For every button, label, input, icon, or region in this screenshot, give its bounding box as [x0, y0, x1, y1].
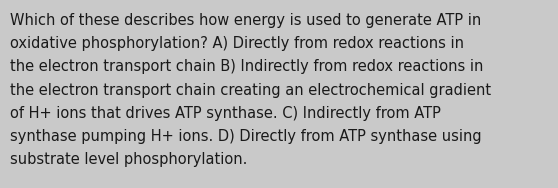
Text: oxidative phosphorylation? A) Directly from redox reactions in: oxidative phosphorylation? A) Directly f…	[10, 36, 464, 51]
Text: synthase pumping H+ ions. D) Directly from ATP synthase using: synthase pumping H+ ions. D) Directly fr…	[10, 129, 482, 144]
Text: the electron transport chain B) Indirectly from redox reactions in: the electron transport chain B) Indirect…	[10, 59, 483, 74]
Text: substrate level phosphorylation.: substrate level phosphorylation.	[10, 152, 247, 167]
Text: Which of these describes how energy is used to generate ATP in: Which of these describes how energy is u…	[10, 13, 482, 28]
Text: the electron transport chain creating an electrochemical gradient: the electron transport chain creating an…	[10, 83, 491, 98]
Text: of H+ ions that drives ATP synthase. C) Indirectly from ATP: of H+ ions that drives ATP synthase. C) …	[10, 106, 441, 121]
